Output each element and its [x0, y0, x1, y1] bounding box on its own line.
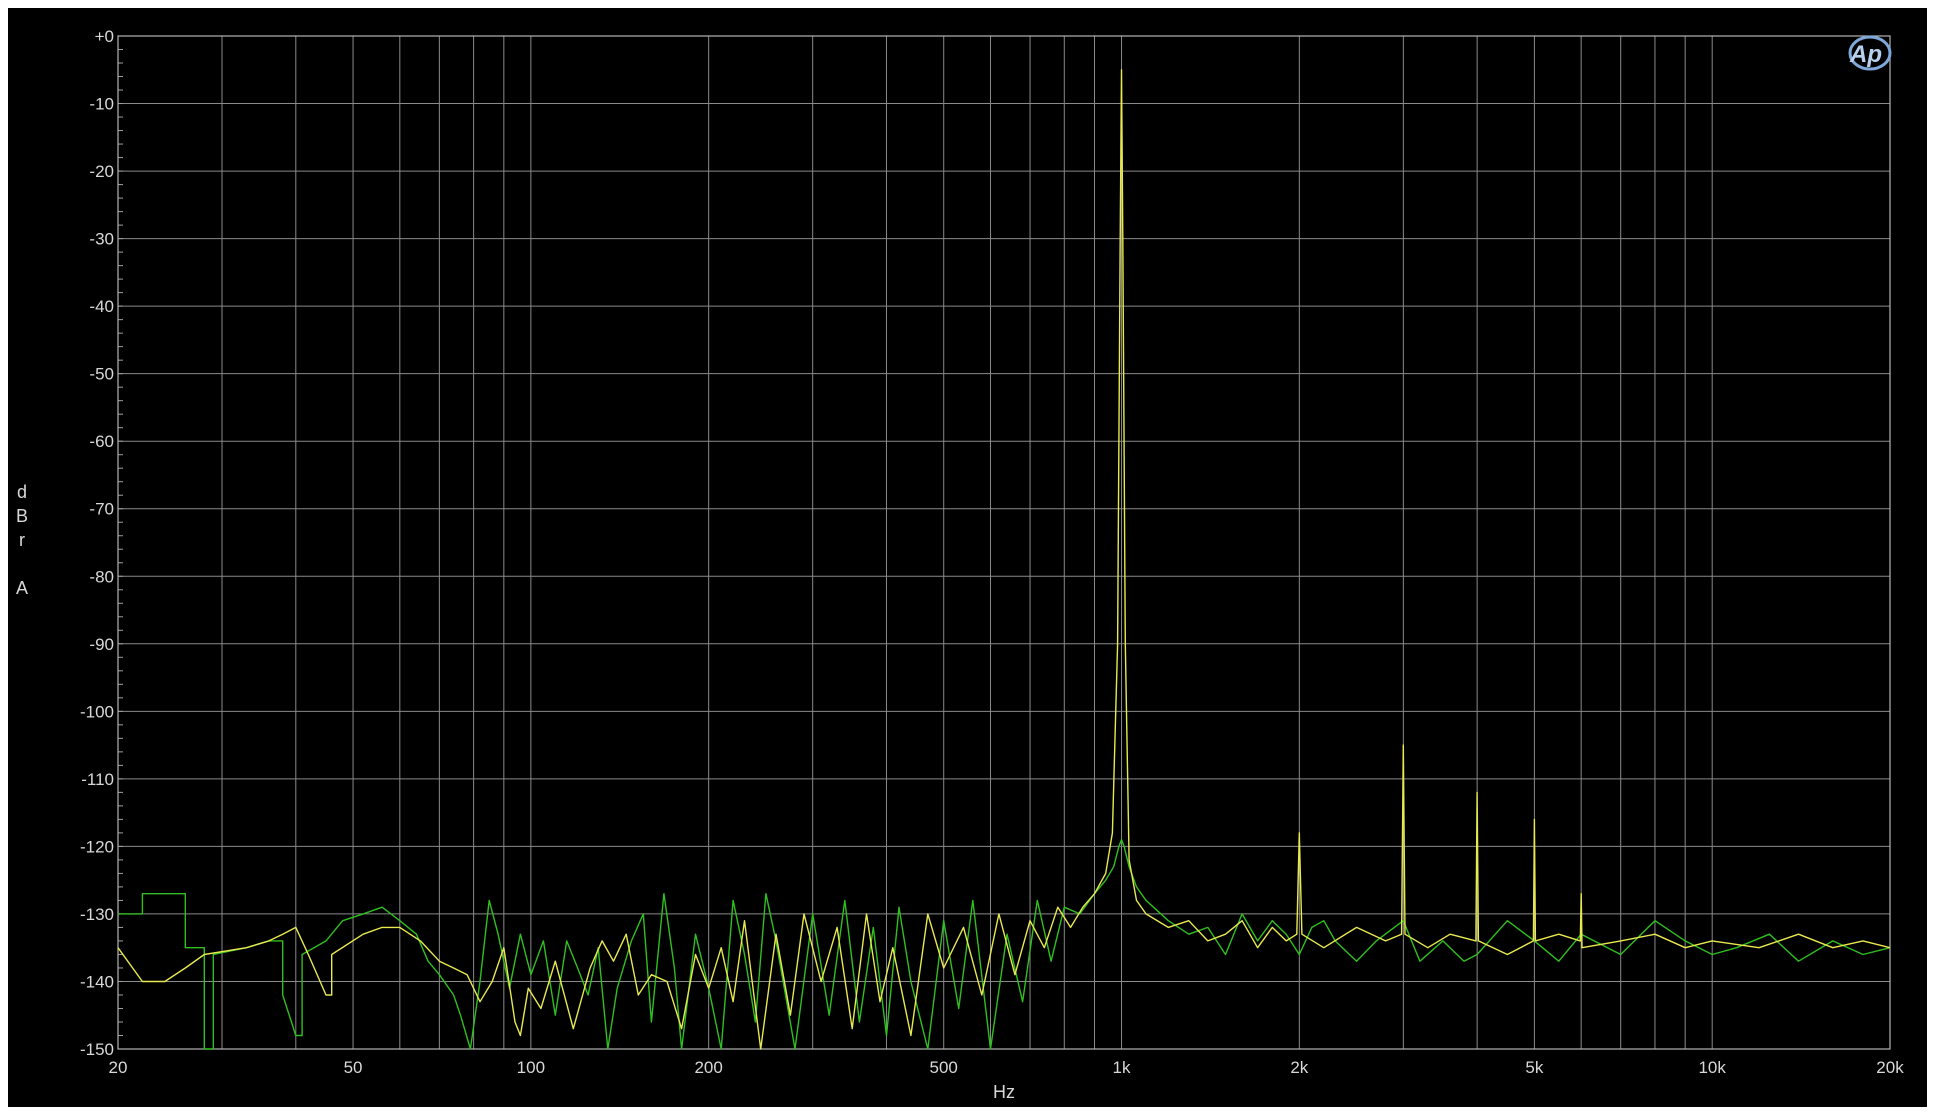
y-tick-label: -130 — [80, 905, 114, 924]
chart-frame: +0 -10 -20 -30 -40 -50 -60 -70 -80 -90 -100 -110 -12… — [8, 8, 1927, 1107]
y-tick-label: -60 — [89, 432, 114, 451]
y-tick-label: +0 — [95, 27, 114, 46]
x-tick-label: 2k — [1290, 1058, 1308, 1077]
ap-logo-text: Ap — [1849, 41, 1882, 68]
spectrum-chart: +0 -10 -20 -30 -40 -50 -60 -70 -80 -90 -100 -110 -12… — [16, 27, 1904, 1102]
y-tick-label: -50 — [89, 365, 114, 384]
x-axis-title: Hz — [993, 1082, 1015, 1102]
y-axis-title-char: d — [17, 482, 27, 502]
ap-logo-icon — [1848, 35, 1892, 71]
y-tick-label: -20 — [89, 162, 114, 181]
x-tick-label: 10k — [1698, 1058, 1726, 1077]
y-tick-label: -10 — [89, 95, 114, 114]
x-tick-label: 50 — [344, 1058, 363, 1077]
y-axis-title-char: B — [16, 506, 28, 526]
series-line-1 — [118, 838, 1891, 1050]
x-tick-label: 100 — [517, 1058, 545, 1077]
x-tick-label: 200 — [694, 1058, 722, 1077]
y-tick-label: -40 — [89, 297, 114, 316]
x-tick-label: 5k — [1525, 1058, 1543, 1077]
y-axis-title-char: r — [19, 530, 25, 550]
x-tick-label: 500 — [930, 1058, 958, 1077]
y-tick-label: -70 — [89, 500, 114, 519]
y-axis-title-char: A — [16, 578, 28, 598]
y-tick-label: -80 — [89, 567, 114, 586]
y-tick-label: -120 — [80, 837, 114, 856]
y-tick-label: -150 — [80, 1040, 114, 1059]
y-tick-label: -100 — [80, 702, 114, 721]
y-tick-label: -140 — [80, 972, 114, 991]
x-tick-label: 20k — [1876, 1058, 1904, 1077]
x-tick-label: 1k — [1113, 1058, 1131, 1077]
series-line-2 — [117, 69, 1891, 1050]
y-tick-label: -30 — [89, 230, 114, 249]
y-tick-label: -110 — [81, 770, 114, 789]
y-tick-label: -90 — [89, 635, 114, 654]
plot-border — [117, 35, 1891, 1050]
x-tick-label: 20 — [109, 1058, 128, 1077]
